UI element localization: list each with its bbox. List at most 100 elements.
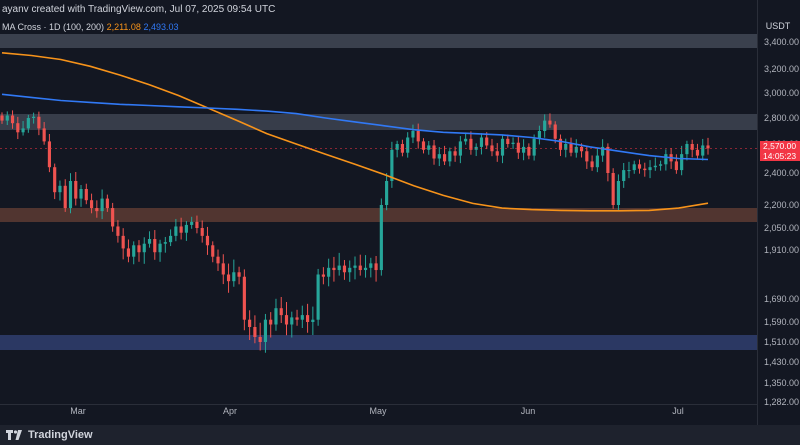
candle-body <box>516 142 520 153</box>
candle-body <box>274 308 278 325</box>
price-tick-label: 1,590.00 <box>764 317 800 327</box>
candle-body <box>637 164 642 169</box>
candle-body <box>84 189 88 201</box>
candle-body <box>74 181 78 199</box>
candle-body <box>37 116 41 129</box>
candle-body <box>63 185 67 209</box>
candle-body <box>153 239 157 253</box>
candle-body <box>269 319 273 325</box>
time-tick-label: Jul <box>672 406 684 416</box>
candle-body <box>595 155 599 168</box>
candle-body <box>232 272 236 282</box>
candle-body <box>500 138 505 156</box>
candle-body <box>316 274 320 320</box>
price-tick-label: 2,200.00 <box>764 200 800 210</box>
candle-body <box>416 131 420 142</box>
candle-body <box>369 263 373 268</box>
candle-body <box>184 224 188 233</box>
candle-body <box>121 235 125 249</box>
time-tick-label: Jun <box>520 406 536 416</box>
price-zone-1 <box>0 34 757 48</box>
price-tick-label: 1,690.00 <box>764 294 800 304</box>
candle-body <box>616 181 621 205</box>
currency-label[interactable]: USDT <box>765 21 791 31</box>
candle-body <box>32 116 36 118</box>
candle-body <box>195 221 199 228</box>
candle-body <box>290 317 294 325</box>
candle-body <box>337 265 341 271</box>
candle-body <box>353 265 357 268</box>
candle-body <box>548 120 552 125</box>
candle-body <box>10 115 15 124</box>
candle-body <box>448 151 452 162</box>
candle-body <box>385 181 389 205</box>
candle-body <box>205 235 210 246</box>
bar-countdown: 14:05:23 <box>763 151 797 162</box>
candle-body <box>453 151 457 156</box>
candle-body <box>611 173 615 205</box>
ma-slow-line <box>1 93 709 161</box>
indicator-legend[interactable]: MA Cross · 1D (100, 200) 2,211.08 2,493.… <box>0 20 179 34</box>
price-tick-label: 1,282.00 <box>764 397 800 407</box>
candle-body <box>511 142 515 144</box>
candle-body <box>558 138 563 150</box>
candle-body <box>306 315 310 322</box>
candle-body <box>358 265 362 271</box>
candle-body <box>674 161 678 171</box>
candle-body <box>79 189 83 199</box>
ma-fast-value: 2,211.08 <box>106 22 141 32</box>
candle-body <box>163 242 167 244</box>
footer-bar: TradingView <box>0 425 800 445</box>
candle-body <box>321 274 325 277</box>
candle-body <box>579 146 584 152</box>
candle-body <box>406 137 410 153</box>
candle-body <box>311 319 315 322</box>
price-axis[interactable] <box>757 0 800 425</box>
candle-body <box>253 327 257 337</box>
candle-body <box>216 256 220 264</box>
candle-body <box>469 138 473 150</box>
tradingview-logo[interactable]: TradingView <box>6 429 93 441</box>
candle-body <box>427 145 431 150</box>
time-axis[interactable] <box>0 404 757 426</box>
current-price-badge: 2,570.00 14:05:23 <box>760 141 800 162</box>
price-tick-label: 3,200.00 <box>764 64 800 74</box>
price-tick-label: 3,400.00 <box>764 37 800 47</box>
candle-body <box>116 226 120 236</box>
candle-body <box>643 168 647 171</box>
candle-body <box>348 267 352 273</box>
candle-body <box>190 221 194 225</box>
candle-body <box>479 137 484 147</box>
candle-body <box>690 144 694 150</box>
candle-body <box>16 123 20 133</box>
candle-body <box>258 337 262 342</box>
candle-body <box>221 263 225 275</box>
candle-body <box>664 154 668 165</box>
candle-body <box>279 308 283 316</box>
candle-body <box>495 151 499 156</box>
candle-body <box>543 120 547 131</box>
candle-body <box>574 146 578 153</box>
candle-body <box>21 128 25 133</box>
candle-body <box>432 145 436 159</box>
candle-body <box>53 167 57 193</box>
candle-body <box>585 151 589 162</box>
candle-body <box>26 118 30 129</box>
ma-slow-value: 2,493.03 <box>143 22 179 32</box>
candle-body <box>606 146 610 173</box>
candle-body <box>553 124 557 139</box>
candle-body <box>695 149 700 156</box>
chart-caption: ayanv created with TradingView.com, Jul … <box>0 0 800 20</box>
candle-body <box>522 146 526 153</box>
candle-body <box>200 228 204 236</box>
candle-body <box>390 149 394 181</box>
caption-text: ayanv created with TradingView.com, Jul … <box>2 4 276 15</box>
candle-body <box>564 144 568 150</box>
price-tick-label: 1,430.00 <box>764 357 800 367</box>
price-tick-label: 3,000.00 <box>764 88 800 98</box>
candle-body <box>400 144 404 153</box>
candle-body <box>132 245 136 257</box>
candle-body <box>537 131 541 139</box>
candle-body <box>653 165 657 168</box>
